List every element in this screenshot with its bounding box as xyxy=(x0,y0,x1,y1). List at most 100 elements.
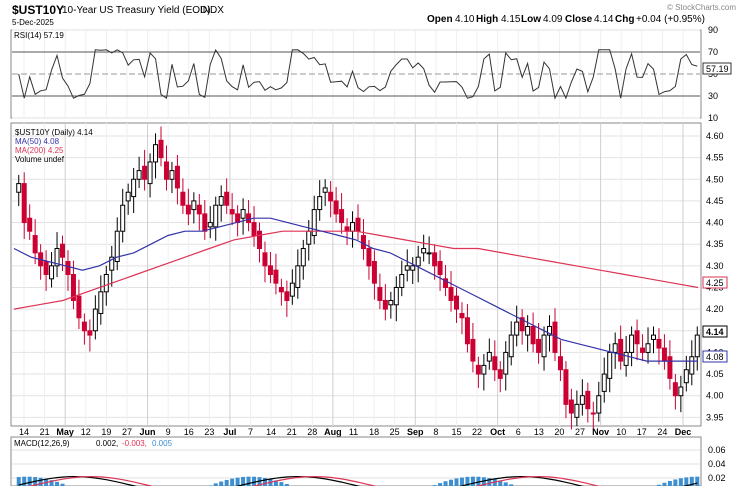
x-tick-label: 22 xyxy=(472,427,482,437)
x-tick-label: 21 xyxy=(287,427,297,437)
candle-body xyxy=(613,344,617,353)
candle-body xyxy=(597,396,601,413)
candle-body xyxy=(268,266,272,275)
candle-body xyxy=(487,352,491,361)
candle-body xyxy=(449,287,453,300)
x-tick-label: Aug xyxy=(324,427,342,437)
x-tick-label: 15 xyxy=(451,427,461,437)
x-tick-label: May xyxy=(56,427,74,437)
candle-body xyxy=(564,370,568,405)
rsi-panel: RSI(14) 57.19 9070503010 57.19 xyxy=(11,25,731,123)
macd-hist-bar xyxy=(673,479,677,486)
x-tick-label: 14 xyxy=(266,427,276,437)
candle-body xyxy=(394,287,398,304)
candle-body xyxy=(334,201,338,214)
macd-hist-bar xyxy=(471,477,475,486)
candle-body xyxy=(630,335,634,352)
candle-body xyxy=(208,223,212,227)
candle-body xyxy=(679,387,683,396)
chg-value: +0.04 (+0.95%) xyxy=(636,14,705,25)
x-tick-label: 25 xyxy=(390,427,400,437)
candle-body xyxy=(454,296,458,309)
macd-hist-bar xyxy=(679,478,683,486)
candle-body xyxy=(50,266,54,279)
x-tick-label: 13 xyxy=(534,427,544,437)
macd-tick-label: 0.02 xyxy=(708,473,726,483)
candle-body xyxy=(460,313,464,317)
price-tick-label: 4.50 xyxy=(706,174,724,184)
macd-tick-label: 0.06 xyxy=(708,445,726,455)
x-tick-label: 9 xyxy=(166,427,171,437)
price-frame xyxy=(11,123,701,426)
candle-body xyxy=(329,192,333,201)
x-tick-label: 7 xyxy=(248,427,253,437)
candle-body xyxy=(383,300,387,309)
price-legend-main: $UST10Y (Daily) 4.14 xyxy=(15,128,93,137)
low-value: 4.09 xyxy=(543,14,563,25)
x-tick-label: Dec xyxy=(675,427,692,437)
candle-body xyxy=(619,339,623,361)
candle-body xyxy=(531,326,535,343)
price-tick-label: 4.05 xyxy=(706,369,724,379)
candles xyxy=(17,126,700,429)
candle-body xyxy=(192,201,196,210)
price-tick-label: 4.60 xyxy=(706,131,724,141)
x-tick-label: 19 xyxy=(101,427,111,437)
candle-body xyxy=(137,171,141,180)
candle-body xyxy=(602,374,606,391)
macd-hist-bar xyxy=(668,481,672,486)
price-tick-label: 4.00 xyxy=(706,391,724,401)
candle-body xyxy=(323,188,327,192)
candle-body xyxy=(318,197,322,210)
macd-panel: MACD(12,26,9) 0.002, -0.003, 0.005 0.060… xyxy=(11,437,726,486)
rsi-tick-label: 70 xyxy=(708,47,718,57)
macd-hist-bar xyxy=(247,477,251,486)
price-tick-label: 4.35 xyxy=(706,239,724,249)
price-legend-ma200: MA(200) 4.25 xyxy=(15,146,64,155)
candle-body xyxy=(345,227,349,231)
rsi-tick-label: 30 xyxy=(708,91,718,101)
candle-body xyxy=(340,210,344,223)
x-tick-label: 23 xyxy=(204,427,214,437)
candle-body xyxy=(438,262,442,275)
candle-body xyxy=(515,322,519,335)
macd-hist-bar xyxy=(454,478,458,486)
price-tick-label: 4.45 xyxy=(706,196,724,206)
macd-legend-v1: 0.002, xyxy=(96,439,118,448)
high-label: High xyxy=(476,14,498,25)
candle-body xyxy=(509,335,513,357)
candle-body xyxy=(44,262,48,275)
candle-body xyxy=(411,266,415,270)
macd-hist-bar xyxy=(252,477,256,486)
rsi-current-value: 57.19 xyxy=(706,64,729,74)
candle-body xyxy=(367,249,371,266)
macd-hist-bar xyxy=(219,482,223,486)
candle-body xyxy=(361,236,365,249)
close-label: Close xyxy=(565,14,593,25)
x-tick-label: 20 xyxy=(554,427,564,437)
candle-body xyxy=(22,184,26,223)
candle-body xyxy=(82,322,86,331)
macd-legend-v3: 0.005 xyxy=(152,439,173,448)
x-tick-label: 18 xyxy=(369,427,379,437)
candle-body xyxy=(624,352,628,365)
candle-body xyxy=(351,223,355,232)
candle-body xyxy=(591,413,595,414)
candle-body xyxy=(33,236,37,253)
candle-body xyxy=(558,357,562,370)
price-legend-volume: Volume undef xyxy=(15,155,65,164)
rsi-legend: RSI(14) 57.19 xyxy=(14,31,64,40)
macd-hist-bar xyxy=(684,477,688,486)
x-tick-label: Nov xyxy=(592,427,609,437)
candle-body xyxy=(651,335,655,339)
candle-body xyxy=(301,249,305,266)
x-tick-label: 24 xyxy=(657,427,667,437)
candle-body xyxy=(422,249,426,253)
macd-hist-bar xyxy=(279,482,283,486)
candle-body xyxy=(498,370,502,379)
close-value: 4.14 xyxy=(594,14,614,25)
candle-body xyxy=(296,266,300,288)
x-tick-label: 10 xyxy=(616,427,626,437)
